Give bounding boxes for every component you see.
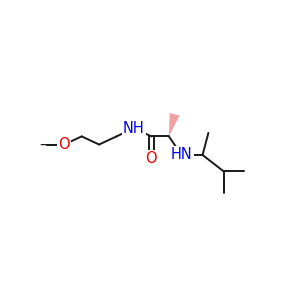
Text: HN: HN [171,148,193,163]
Text: O: O [146,151,157,166]
Text: NH: NH [123,121,145,136]
Text: O: O [58,137,70,152]
Text: —: — [39,137,54,152]
Polygon shape [169,113,180,136]
